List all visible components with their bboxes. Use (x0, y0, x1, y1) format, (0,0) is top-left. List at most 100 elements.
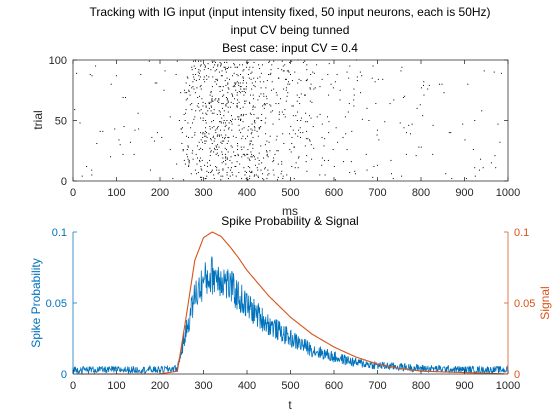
spike-mark (218, 134, 220, 136)
spike-mark (220, 175, 222, 177)
spike-mark (254, 86, 256, 88)
spike-mark (202, 112, 204, 114)
spike-mark (122, 97, 124, 99)
spike-mark (216, 152, 218, 154)
probability-left-y-tick-label: 0 (61, 369, 67, 381)
spike-mark (281, 170, 283, 172)
spike-mark (257, 77, 259, 79)
spike-mark (261, 64, 263, 66)
spike-mark (242, 76, 244, 78)
spike-mark (274, 153, 276, 155)
spike-mark (376, 134, 378, 136)
spike-mark (192, 158, 194, 160)
spike-mark (316, 64, 318, 66)
spike-mark (290, 126, 292, 128)
spike-mark (280, 173, 282, 175)
spike-mark (246, 63, 248, 65)
spike-mark (291, 105, 293, 107)
spike-mark (255, 81, 257, 83)
spike-mark (441, 83, 443, 85)
spike-mark (89, 74, 91, 76)
raster-x-tick-label: 300 (194, 187, 212, 199)
spike-mark (124, 97, 126, 99)
spike-mark (187, 158, 189, 160)
spike-mark (270, 111, 272, 113)
spike-mark (288, 71, 290, 73)
spike-mark (123, 126, 125, 128)
spike-mark (353, 94, 355, 96)
spike-mark (200, 132, 202, 134)
spike-mark (156, 82, 158, 84)
spike-mark (223, 66, 225, 68)
spike-mark (239, 107, 241, 109)
spike-mark (306, 170, 308, 172)
spike-mark (262, 105, 264, 107)
spike-mark (264, 144, 266, 146)
spike-mark (243, 94, 245, 96)
spike-mark (204, 178, 206, 180)
spike-mark (390, 159, 392, 161)
spike-mark (224, 80, 226, 82)
spike-mark (356, 76, 358, 78)
spike-mark (245, 88, 247, 90)
spike-mark (238, 129, 240, 131)
probability-x-axis-label: t (288, 398, 292, 412)
spike-mark (294, 133, 296, 135)
spike-mark (205, 122, 207, 124)
spike-mark (243, 88, 245, 90)
spike-mark (221, 70, 223, 72)
spike-mark (185, 109, 187, 111)
spike-mark (241, 178, 243, 180)
spike-mark (257, 175, 259, 177)
spike-mark (242, 153, 244, 155)
raster-title-line-2: input CV being tunned (231, 23, 350, 37)
spike-mark (200, 117, 202, 119)
spike-mark (204, 103, 206, 105)
spike-mark (201, 98, 203, 100)
spike-mark (211, 170, 213, 172)
probability-title: Spike Probability & Signal (221, 214, 358, 228)
spike-mark (375, 103, 377, 105)
spike-mark (205, 127, 207, 129)
spike-mark (220, 65, 222, 67)
spike-mark (376, 129, 378, 131)
spike-mark (231, 118, 233, 120)
spike-mark (231, 121, 233, 123)
spike-mark (251, 172, 253, 174)
spike-mark (182, 150, 184, 152)
spike-mark (248, 69, 250, 71)
spike-mark (196, 145, 198, 147)
raster-title-line-1: Tracking with IG input (input intensity … (89, 5, 490, 19)
spike-mark (245, 92, 246, 94)
spike-mark (260, 72, 262, 74)
spike-mark (288, 81, 290, 83)
spike-mark (251, 88, 253, 90)
spike-mark (227, 87, 229, 89)
spike-mark (202, 120, 204, 121)
spike-mark (202, 141, 204, 143)
spike-mark (214, 70, 216, 72)
spike-mark (296, 94, 298, 96)
spike-mark (273, 157, 275, 159)
spike-mark (410, 133, 411, 135)
spike-mark (251, 140, 253, 142)
spike-mark (327, 159, 329, 161)
spike-mark (172, 178, 174, 180)
spike-mark (193, 65, 195, 67)
spike-mark (332, 149, 334, 151)
spike-mark (222, 157, 224, 159)
spike-mark (319, 174, 321, 176)
spike-mark (384, 121, 386, 123)
spike-mark (208, 101, 210, 103)
spike-mark (211, 106, 213, 108)
spike-mark (252, 106, 254, 108)
spike-mark (423, 81, 425, 83)
spike-mark (252, 136, 254, 138)
spike-mark (295, 115, 297, 117)
spike-mark (212, 100, 214, 102)
spike-mark (225, 124, 227, 126)
spike-mark (140, 74, 142, 76)
spike-mark (193, 78, 195, 80)
raster-x-tick-label: 1000 (496, 187, 520, 199)
spike-mark (187, 145, 189, 147)
